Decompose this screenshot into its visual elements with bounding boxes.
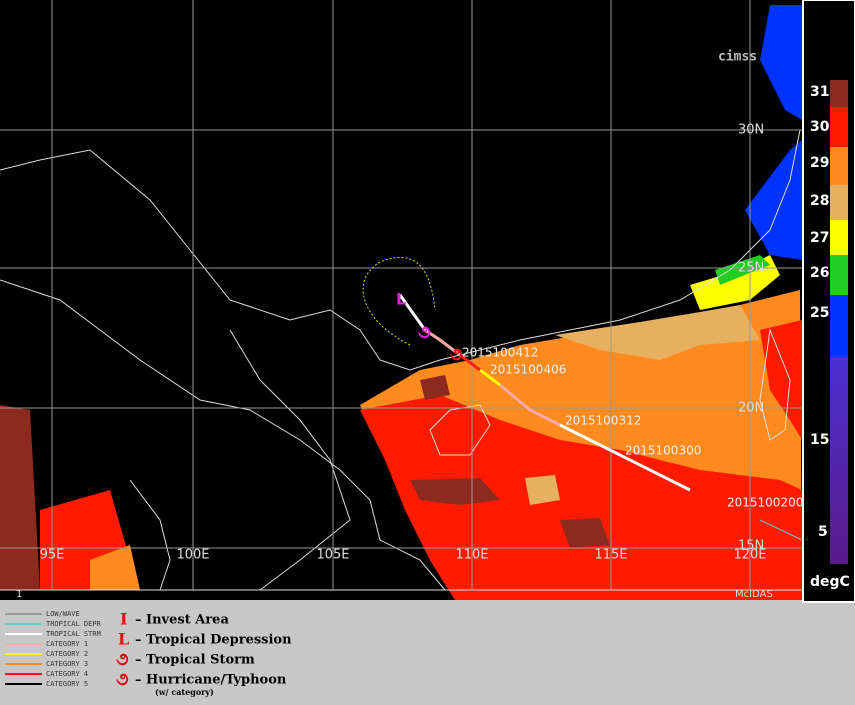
storm-track bbox=[398, 294, 803, 541]
track-label: 2015100412 bbox=[462, 346, 538, 360]
legend-lines bbox=[5, 613, 42, 685]
legend-symbol-text: – Invest Area bbox=[135, 613, 229, 628]
colorbar-label: 28 bbox=[810, 193, 829, 209]
colorbar-label: 29 bbox=[810, 155, 829, 171]
logo: cimss bbox=[718, 50, 757, 65]
track-label: 2015100200 bbox=[727, 496, 803, 510]
colorbar-label: 27 bbox=[810, 230, 829, 246]
legend-track-type: TROPICAL DEPR bbox=[46, 620, 102, 628]
storm-symbol: ૭ bbox=[418, 322, 431, 343]
legend-track-type: CATEGORY 5 bbox=[46, 680, 88, 688]
storm-symbol: ૭ bbox=[450, 344, 463, 365]
legend-note: (w/ category) bbox=[155, 687, 214, 697]
lon-label: 100E bbox=[176, 548, 209, 563]
lon-label: 120E bbox=[733, 548, 766, 563]
lat-label: 25N bbox=[738, 261, 764, 276]
legend-track-type: CATEGORY 3 bbox=[46, 660, 88, 668]
lat-label: 30N bbox=[738, 123, 764, 138]
colorbar-label: 26 bbox=[810, 265, 829, 281]
legend-symbol-text: – Tropical Depression bbox=[135, 633, 292, 648]
track-label: 2015100300 bbox=[625, 444, 701, 458]
colorbar-label: 25 bbox=[810, 305, 829, 321]
colorbar-unit: degC bbox=[810, 574, 850, 590]
lat-label: 20N bbox=[738, 401, 764, 416]
colorbar-label: 5 bbox=[818, 524, 828, 540]
track-label: 2015100312 bbox=[565, 414, 641, 428]
storm-symbol: L bbox=[396, 290, 406, 309]
borders bbox=[0, 129, 802, 591]
sst-field bbox=[0, 5, 802, 600]
lat-label: 15N bbox=[738, 539, 764, 554]
colorbar bbox=[830, 80, 848, 564]
legend-track-type: LOW/WAVE bbox=[46, 610, 80, 618]
legend-symbol-text: – Hurricane/Typhoon bbox=[135, 673, 287, 688]
lon-label: 115E bbox=[594, 548, 627, 563]
legend-symbol: ૭ bbox=[116, 649, 129, 670]
legend-symbol: ૭ bbox=[116, 669, 129, 690]
legend-symbol: I bbox=[120, 610, 127, 629]
cone bbox=[362, 256, 436, 346]
software-label: McIDAS bbox=[735, 589, 773, 600]
lon-label: 105E bbox=[316, 548, 349, 563]
lon-label: 110E bbox=[455, 548, 488, 563]
colorbar-label: 30 bbox=[810, 119, 830, 135]
legend-symbol: L bbox=[118, 630, 129, 649]
colorbar-label: 31 bbox=[810, 84, 829, 100]
track-label: 2015100406 bbox=[490, 363, 566, 377]
colorbar-label: 15 bbox=[810, 432, 829, 448]
legend-symbol-text: – Tropical Storm bbox=[135, 653, 255, 668]
legend-track-type: CATEGORY 1 bbox=[46, 640, 88, 648]
lon-label: 95E bbox=[40, 548, 65, 563]
legend-track-type: CATEGORY 4 bbox=[46, 670, 88, 678]
legend-track-type: CATEGORY 2 bbox=[46, 650, 88, 658]
frame-label: 1 bbox=[16, 589, 22, 600]
graticule bbox=[0, 0, 802, 590]
legend-track-type: TROPICAL STRM bbox=[46, 630, 101, 638]
